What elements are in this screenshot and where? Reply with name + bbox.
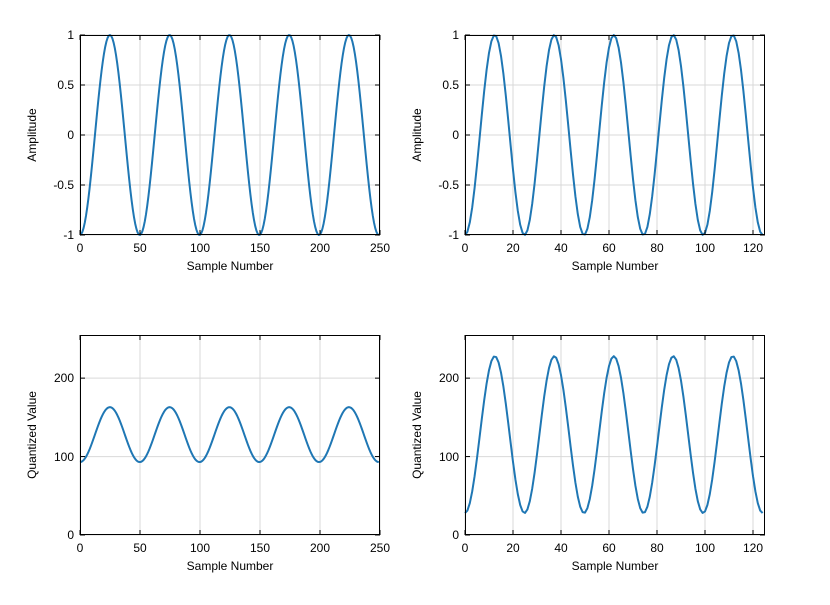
panel-mapped-half: 0204060801001200100200Sample NumberQuant…: [465, 335, 765, 535]
x-tick-label: 200: [310, 241, 330, 255]
panel-data-full: 050100150200250-1-0.500.51Sample NumberA…: [80, 35, 380, 235]
y-tick-label: 200: [54, 371, 74, 385]
y-tick-label: 0: [67, 528, 74, 542]
x-tick-label: 0: [77, 541, 84, 555]
y-tick-label: 0: [67, 128, 74, 142]
y-tick-label: 200: [439, 371, 459, 385]
x-tick-label: 50: [133, 241, 146, 255]
x-tick-label: 100: [695, 541, 715, 555]
y-tick-label: -0.5: [438, 178, 459, 192]
x-tick-label: 200: [310, 541, 330, 555]
x-tick-label: 100: [190, 541, 210, 555]
x-tick-label: 150: [250, 241, 270, 255]
x-tick-label: 250: [370, 241, 390, 255]
plot-svg: [465, 35, 765, 235]
x-tick-label: 80: [650, 241, 663, 255]
y-axis-label: Amplitude: [25, 108, 39, 161]
y-tick-label: 1: [452, 28, 459, 42]
x-axis-label: Sample Number: [572, 259, 659, 273]
x-tick-label: 20: [506, 241, 519, 255]
x-tick-label: 100: [190, 241, 210, 255]
x-tick-label: 40: [554, 541, 567, 555]
x-tick-label: 100: [695, 241, 715, 255]
x-axis-label: Sample Number: [187, 259, 274, 273]
y-tick-label: 0.5: [57, 78, 74, 92]
x-tick-label: 50: [133, 541, 146, 555]
y-axis-label: Quantized Value: [410, 391, 424, 479]
x-tick-label: 120: [743, 241, 763, 255]
y-tick-label: 1: [67, 28, 74, 42]
y-tick-label: -1: [448, 228, 459, 242]
y-tick-label: 0: [452, 128, 459, 142]
x-tick-label: 40: [554, 241, 567, 255]
panel-data-half: 020406080100120-1-0.500.51Sample NumberA…: [465, 35, 765, 235]
x-tick-label: 80: [650, 541, 663, 555]
x-tick-label: 60: [602, 541, 615, 555]
x-tick-label: 0: [462, 541, 469, 555]
x-tick-label: 250: [370, 541, 390, 555]
y-tick-label: -1: [63, 228, 74, 242]
panel-mapped-full: 0501001502002500100200Sample NumberQuant…: [80, 335, 380, 535]
x-axis-label: Sample Number: [187, 559, 274, 573]
y-tick-label: 0: [452, 528, 459, 542]
x-axis-label: Sample Number: [572, 559, 659, 573]
figure: 050100150200250-1-0.500.51Sample NumberA…: [0, 0, 830, 605]
y-tick-label: 100: [439, 450, 459, 464]
x-tick-label: 0: [77, 241, 84, 255]
y-axis-label: Quantized Value: [25, 391, 39, 479]
x-tick-label: 20: [506, 541, 519, 555]
y-tick-label: 0.5: [442, 78, 459, 92]
y-axis-label: Amplitude: [410, 108, 424, 161]
plot-svg: [465, 335, 765, 535]
plot-svg: [80, 335, 380, 535]
x-tick-label: 60: [602, 241, 615, 255]
y-tick-label: -0.5: [53, 178, 74, 192]
plot-svg: [80, 35, 380, 235]
y-tick-label: 100: [54, 450, 74, 464]
x-tick-label: 150: [250, 541, 270, 555]
x-tick-label: 120: [743, 541, 763, 555]
x-tick-label: 0: [462, 241, 469, 255]
